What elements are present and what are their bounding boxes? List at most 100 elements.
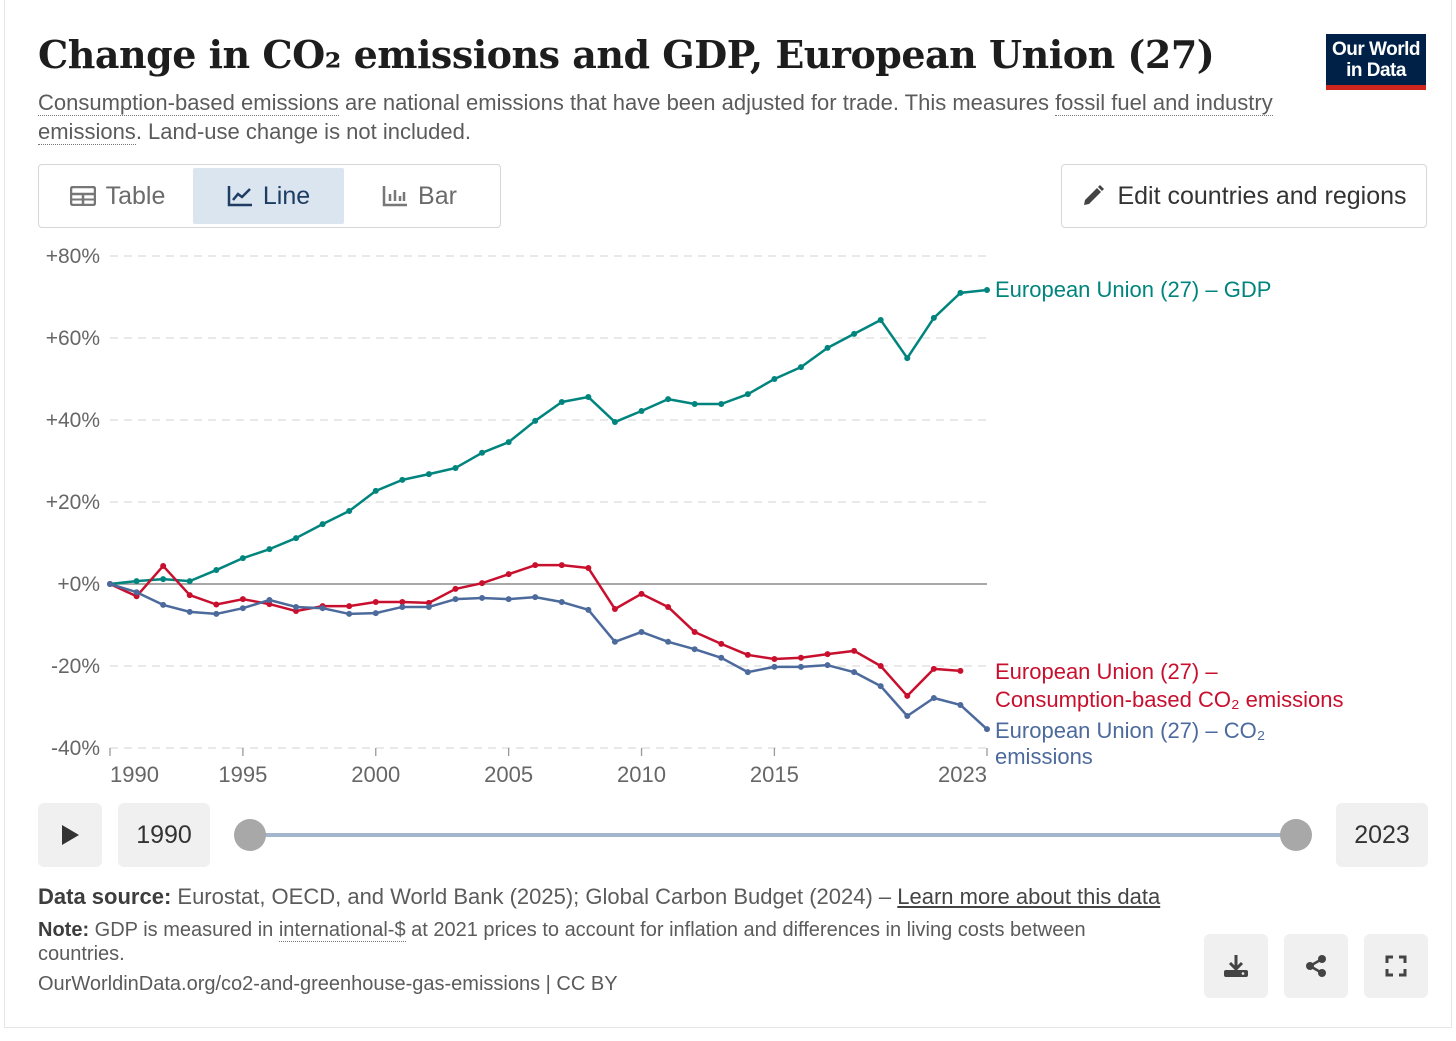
download-button[interactable] xyxy=(1204,934,1268,998)
data-point xyxy=(691,646,698,653)
timeline-start-year[interactable]: 1990 xyxy=(118,803,210,867)
data-point xyxy=(957,667,964,674)
data-point xyxy=(957,289,964,296)
note-text-end: at 2021 prices to account for inflation … xyxy=(38,919,1086,965)
data-point xyxy=(984,726,990,733)
page-title: Change in CO₂ emissions and GDP, Europea… xyxy=(38,32,1215,77)
y-tick-label: +80% xyxy=(46,245,100,268)
play-icon xyxy=(62,825,79,845)
data-point xyxy=(266,546,273,553)
data-point xyxy=(744,651,751,658)
series-label: European Union (27) – CO₂ xyxy=(995,718,1265,743)
data-point xyxy=(851,330,858,337)
fullscreen-icon xyxy=(1385,955,1407,977)
learn-more-link[interactable]: Learn more about this data xyxy=(897,884,1161,909)
international-dollar-link[interactable]: international-$ xyxy=(278,919,406,942)
data-point xyxy=(558,398,565,405)
source-url[interactable]: OurWorldinData.org/co2-and-greenhouse-ga… xyxy=(38,973,618,995)
data-point xyxy=(665,603,672,610)
data-point xyxy=(399,476,406,483)
data-point xyxy=(665,638,672,645)
data-point xyxy=(505,439,512,446)
data-point xyxy=(452,464,459,471)
data-point xyxy=(399,603,406,610)
tab-table[interactable]: Table xyxy=(42,168,193,224)
owid-logo[interactable]: Our World in Data xyxy=(1326,34,1426,90)
data-point xyxy=(399,599,406,606)
data-point xyxy=(984,287,990,294)
data-point xyxy=(824,344,831,351)
y-tick-label: +20% xyxy=(46,491,100,514)
timeline-start-handle[interactable] xyxy=(234,819,266,851)
x-tick-label: 2010 xyxy=(617,762,666,787)
play-button[interactable] xyxy=(38,803,102,867)
data-point xyxy=(186,578,193,585)
series-label: emissions xyxy=(995,744,1093,769)
data-point xyxy=(479,580,486,587)
edit-countries-label: Edit countries and regions xyxy=(1117,181,1407,210)
data-point xyxy=(293,603,300,610)
data-point xyxy=(558,562,565,569)
data-point xyxy=(452,585,459,592)
data-point xyxy=(638,628,645,635)
data-point xyxy=(133,589,140,596)
consumption-emissions-link[interactable]: Consumption-based emissions xyxy=(38,90,339,116)
timeline-end-handle[interactable] xyxy=(1280,819,1312,851)
data-point xyxy=(718,654,725,661)
data-point xyxy=(585,606,592,613)
data-point xyxy=(479,449,486,456)
data-point xyxy=(718,401,725,408)
data-point xyxy=(558,599,565,606)
y-tick-label: +0% xyxy=(57,573,100,596)
data-point xyxy=(771,656,778,663)
data-point xyxy=(744,669,751,676)
data-point xyxy=(346,610,353,617)
tab-line[interactable]: Line xyxy=(193,168,344,224)
data-point xyxy=(665,396,672,403)
x-tick-label: 1990 xyxy=(110,762,159,787)
data-point xyxy=(585,565,592,572)
series-line-1 xyxy=(109,563,961,698)
data-point xyxy=(266,596,273,603)
data-point xyxy=(425,599,432,606)
data-point xyxy=(160,576,167,583)
x-tick-label: 2015 xyxy=(750,762,799,787)
data-point xyxy=(877,316,884,323)
edit-countries-button[interactable]: Edit countries and regions xyxy=(1061,164,1427,228)
download-icon xyxy=(1224,955,1248,977)
fossil-fuel-link[interactable]: fossil fuel and industry emissions xyxy=(38,90,1273,145)
source-label: Data source: xyxy=(38,884,172,909)
data-point xyxy=(957,701,964,708)
data-point xyxy=(851,647,858,654)
subtitle-text-end: . Land-use change is not included. xyxy=(135,119,471,144)
data-point xyxy=(851,669,858,676)
data-point xyxy=(346,508,353,515)
timeline-end-year[interactable]: 2023 xyxy=(1336,803,1428,867)
data-point xyxy=(611,606,618,613)
tab-bar-label: Bar xyxy=(418,181,457,210)
timeline-track[interactable] xyxy=(250,833,1296,837)
data-point xyxy=(107,581,113,587)
tab-bar[interactable]: Bar xyxy=(344,168,495,224)
fullscreen-button[interactable] xyxy=(1364,934,1428,998)
data-point xyxy=(479,594,486,601)
series-line-2 xyxy=(109,582,988,731)
data-point xyxy=(160,562,167,569)
data-point xyxy=(930,665,937,672)
data-point xyxy=(186,592,193,599)
share-button[interactable] xyxy=(1284,934,1348,998)
y-tick-label: +40% xyxy=(46,409,100,432)
x-tick-label: 2005 xyxy=(484,762,533,787)
data-point xyxy=(133,578,140,585)
table-icon xyxy=(69,186,96,206)
share-icon xyxy=(1306,955,1326,977)
data-point xyxy=(585,394,592,401)
data-point xyxy=(213,610,220,617)
data-point xyxy=(797,654,804,661)
data-point xyxy=(346,603,353,610)
data-point xyxy=(904,713,911,720)
data-point xyxy=(505,571,512,578)
data-point xyxy=(239,596,246,603)
series-label: Consumption-based CO₂ emissions xyxy=(995,687,1343,712)
